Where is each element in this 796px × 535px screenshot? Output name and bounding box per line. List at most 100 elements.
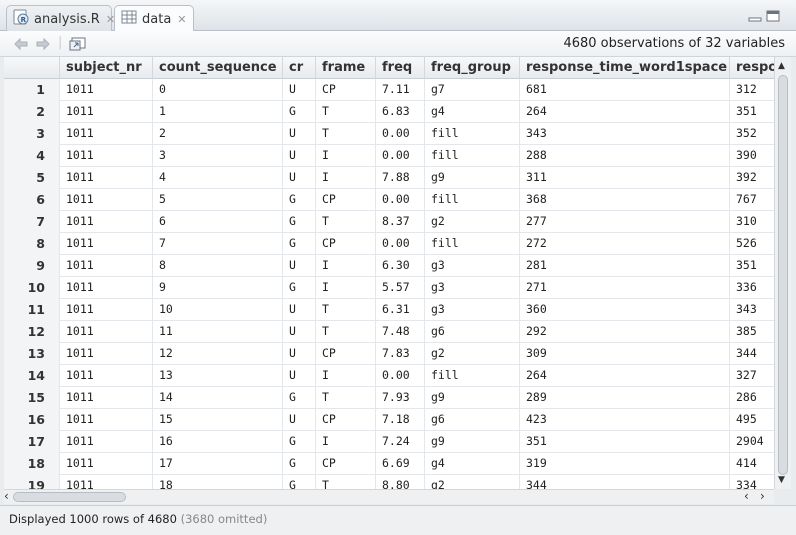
- table-cell: 1011: [60, 189, 153, 211]
- svg-text:R: R: [21, 16, 27, 24]
- table-cell: 0.00: [376, 189, 425, 211]
- table-row[interactable]: 12 1011 11 U T 7.48 g6 292 385: [4, 321, 774, 343]
- maximize-icon[interactable]: [766, 10, 780, 26]
- table-cell: 264: [520, 101, 730, 123]
- table-cell: 344: [736, 346, 757, 360]
- table-row[interactable]: 14 1011 13 U I 0.00 fill 264 327: [4, 365, 774, 387]
- table-cell: 289: [520, 387, 730, 409]
- table-row[interactable]: 4 1011 3 U I 0.00 fill 288 390: [4, 145, 774, 167]
- table-row[interactable]: 8 1011 7 G CP 0.00 fill 272 526: [4, 233, 774, 255]
- minimize-icon[interactable]: [748, 10, 762, 26]
- toolbar-divider: |: [58, 35, 63, 50]
- table-cell: G: [283, 475, 316, 489]
- table-cell: I: [316, 277, 376, 299]
- scroll-left-icon[interactable]: ‹: [4, 489, 9, 503]
- row-number: 18: [4, 453, 60, 475]
- tab-analysis-r[interactable]: R analysis.R ✕: [6, 5, 116, 32]
- row-number: 12: [4, 321, 60, 343]
- table-cell: 264: [520, 365, 730, 387]
- horizontal-scrollbar[interactable]: ‹ ‹ ›: [4, 489, 774, 504]
- table-cell: 0.00: [376, 123, 425, 145]
- tab-data[interactable]: data ✕: [114, 5, 194, 32]
- table-cell: 1011: [60, 299, 153, 321]
- table-cell: 10: [153, 299, 283, 321]
- column-header[interactable]: frame: [316, 57, 376, 79]
- column-header[interactable]: count_sequence: [153, 57, 283, 79]
- row-number: 16: [4, 409, 60, 431]
- table-cell: 271: [520, 277, 730, 299]
- table-cell: 7: [153, 233, 283, 255]
- table-cell: 319: [520, 453, 730, 475]
- vertical-scroll-thumb[interactable]: [778, 75, 788, 475]
- table-row[interactable]: 6 1011 5 G CP 0.00 fill 368 767: [4, 189, 774, 211]
- table-row[interactable]: 9 1011 8 U I 6.30 g3 281 351: [4, 255, 774, 277]
- table-cell: 310: [736, 214, 757, 228]
- table-cell: 8: [153, 255, 283, 277]
- table-cell: 1011: [60, 211, 153, 233]
- column-header[interactable]: cr: [283, 57, 316, 79]
- close-icon[interactable]: ✕: [177, 12, 187, 26]
- row-number: 5: [4, 167, 60, 189]
- table-cell: 281: [520, 255, 730, 277]
- vertical-scrollbar[interactable]: ▲ ▼: [774, 57, 791, 489]
- back-arrow-icon[interactable]: [13, 37, 29, 55]
- table-cell: 0.00: [376, 365, 425, 387]
- table-cell: 343: [520, 123, 730, 145]
- show-in-window-icon[interactable]: [69, 37, 87, 55]
- table-row[interactable]: 7 1011 6 G T 8.37 g2 277 310: [4, 211, 774, 233]
- table-cell: fill: [425, 189, 520, 211]
- row-number: 7: [4, 211, 60, 233]
- forward-arrow-icon[interactable]: [35, 37, 51, 55]
- table-cell: 6.30: [376, 255, 425, 277]
- table-row[interactable]: 3 1011 2 U T 0.00 fill 343 352: [4, 123, 774, 145]
- scroll-left-icon[interactable]: ‹: [744, 489, 749, 503]
- table-row[interactable]: 16 1011 15 U CP 7.18 g6 423 495: [4, 409, 774, 431]
- table-row[interactable]: 19 1011 18 G T 8.80 g2 344 334: [4, 475, 774, 489]
- scroll-up-icon[interactable]: ▲: [778, 61, 785, 71]
- table-cell: g9: [425, 167, 520, 189]
- table-cell: 1011: [60, 277, 153, 299]
- row-number: 11: [4, 299, 60, 321]
- table-cell: 1011: [60, 343, 153, 365]
- table-cell: 2: [153, 123, 283, 145]
- scroll-right-icon[interactable]: ›: [760, 489, 765, 503]
- table-row[interactable]: 11 1011 10 U T 6.31 g3 360 343: [4, 299, 774, 321]
- table-row[interactable]: 13 1011 12 U CP 7.83 g2 309 344: [4, 343, 774, 365]
- table-cell: 1: [153, 101, 283, 123]
- close-icon[interactable]: ✕: [105, 12, 116, 26]
- table-row[interactable]: 18 1011 17 G CP 6.69 g4 319 414: [4, 453, 774, 475]
- table-cell: 311: [520, 167, 730, 189]
- table-row[interactable]: 10 1011 9 G I 5.57 g3 271 336: [4, 277, 774, 299]
- column-header[interactable]: response_time_word1space: [520, 57, 730, 79]
- horizontal-scroll-thumb[interactable]: [13, 492, 126, 502]
- row-number: 17: [4, 431, 60, 453]
- table-cell: T: [316, 475, 376, 489]
- table-row[interactable]: 1 1011 0 U CP 7.11 g7 681 312: [4, 79, 774, 101]
- table-cell: g3: [425, 277, 520, 299]
- table-cell: 7.11: [376, 79, 425, 101]
- table-cell: 16: [153, 431, 283, 453]
- table-cell: 9: [153, 277, 283, 299]
- table-cell: U: [283, 409, 316, 431]
- table-cell: 1011: [60, 167, 153, 189]
- scroll-down-icon[interactable]: ▼: [778, 475, 785, 485]
- table-row[interactable]: 15 1011 14 G T 7.93 g9 289 286: [4, 387, 774, 409]
- table-cell: 1011: [60, 255, 153, 277]
- table-cell: 8.37: [376, 211, 425, 233]
- table-cell: 385: [736, 324, 757, 338]
- table-cell: G: [283, 189, 316, 211]
- table-cell: 14: [153, 387, 283, 409]
- table-row[interactable]: 5 1011 4 U I 7.88 g9 311 392: [4, 167, 774, 189]
- column-header[interactable]: freq_group: [425, 57, 520, 79]
- table-cell: T: [316, 101, 376, 123]
- column-header[interactable]: freq: [376, 57, 425, 79]
- column-header[interactable]: subject_nr: [60, 57, 153, 79]
- table-cell: T: [316, 123, 376, 145]
- table-cell: 292: [520, 321, 730, 343]
- table-cell: 7.48: [376, 321, 425, 343]
- column-header[interactable]: respo: [736, 60, 774, 75]
- table-row[interactable]: 2 1011 1 G T 6.83 g4 264 351: [4, 101, 774, 123]
- table-cell: 7.93: [376, 387, 425, 409]
- table-row[interactable]: 17 1011 16 G I 7.24 g9 351 2904: [4, 431, 774, 453]
- status-text: Displayed 1000 rows of 4680 (3680 omitte…: [9, 512, 267, 526]
